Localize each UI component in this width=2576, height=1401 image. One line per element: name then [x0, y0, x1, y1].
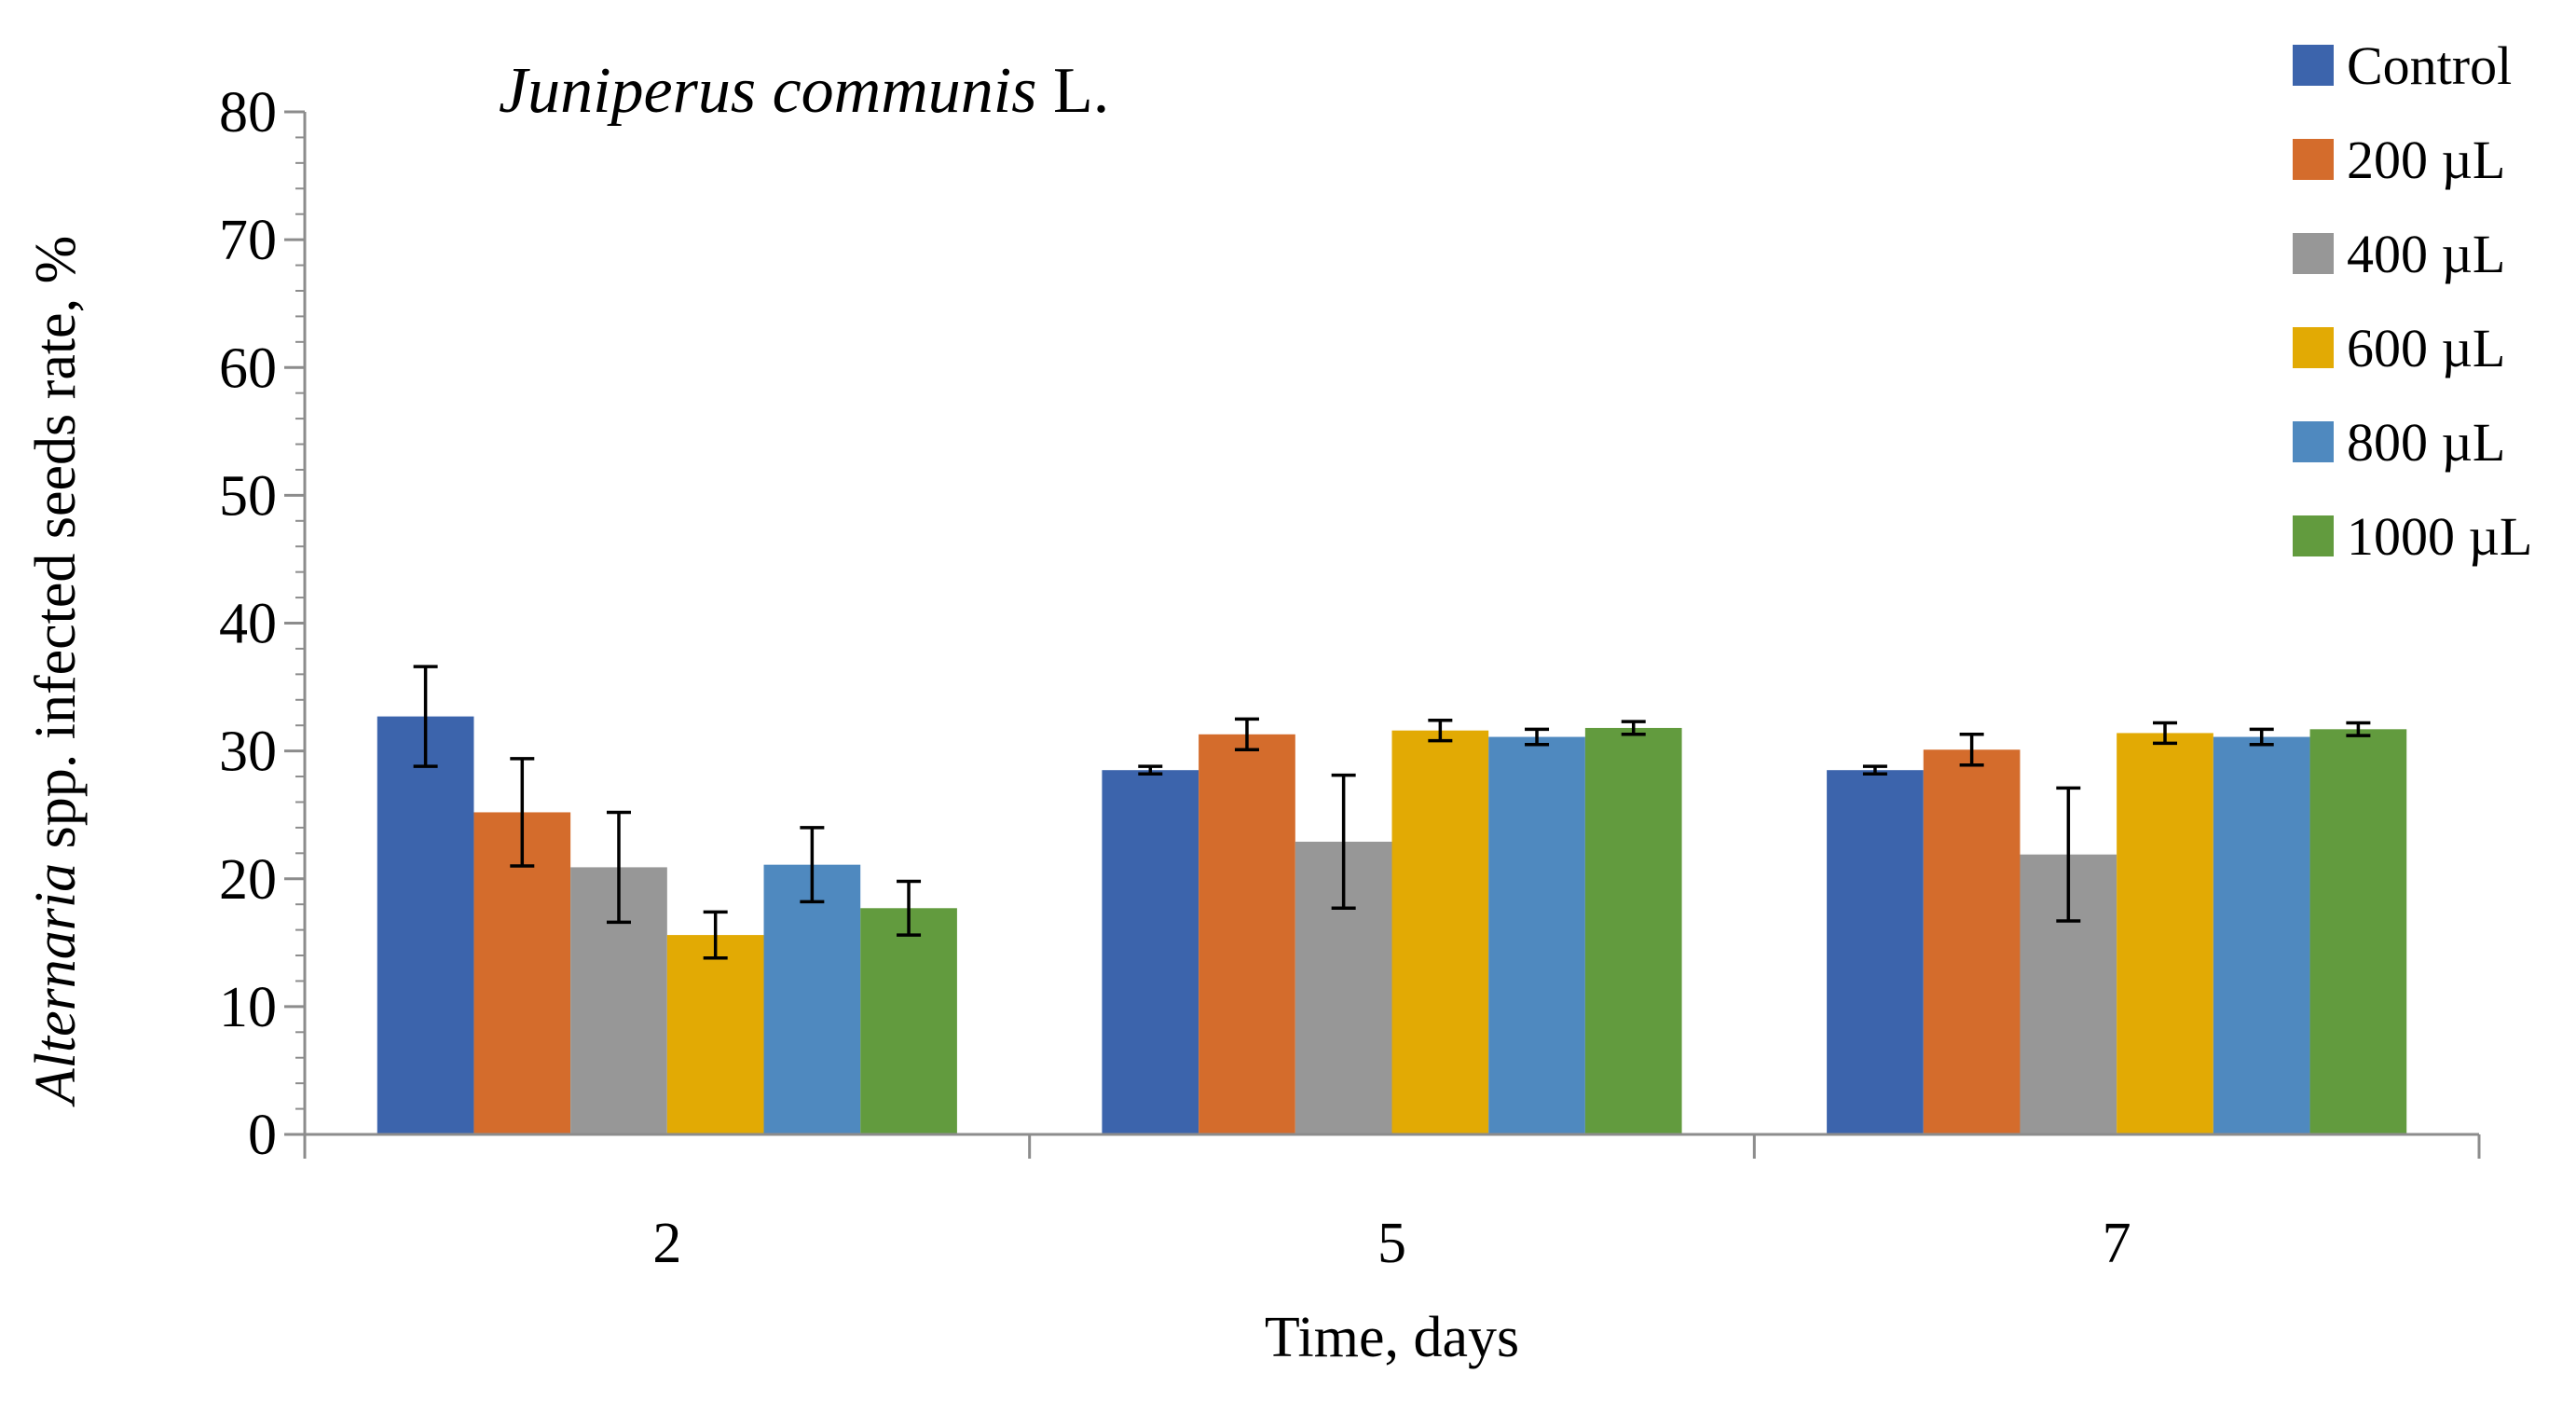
y-tick-label: 10: [219, 976, 277, 1039]
bar: [1827, 770, 1924, 1134]
x-tick-label: 7: [2103, 1212, 2131, 1275]
legend-label: 800 µL: [2347, 412, 2505, 473]
y-axis-title-rest: spp. infected seeds rate, %: [24, 236, 88, 863]
legend-label: Control: [2347, 35, 2512, 96]
legend-swatch: [2293, 139, 2334, 180]
legend-swatch: [2293, 45, 2334, 86]
legend-label: 1000 µL: [2347, 506, 2532, 567]
legend-swatch: [2293, 233, 2334, 274]
y-tick-label: 40: [219, 593, 277, 656]
error-bars: [413, 665, 2371, 960]
bar: [1584, 727, 1682, 1134]
bar: [763, 864, 861, 1134]
legend: Control 200 µL 400 µL 600 µL 800 µL 1000 µL: [2293, 35, 2532, 567]
bar: [1391, 730, 1489, 1134]
bars: [377, 716, 2407, 1134]
bar: [1102, 770, 1199, 1134]
y-axis-title-italic: Alternaria: [24, 863, 88, 1107]
axes: [284, 110, 2481, 1159]
bar: [2213, 736, 2310, 1134]
bar: [2117, 733, 2213, 1134]
legend-label: 200 µL: [2347, 130, 2505, 190]
legend-label: 600 µL: [2347, 318, 2505, 378]
y-tick-label: 60: [219, 337, 277, 400]
chart-title-rest: L.: [1036, 55, 1109, 127]
bar: [1199, 734, 1295, 1134]
bar: [1923, 749, 2021, 1134]
y-axis-title: Alternaria spp. infected seeds rate, %: [24, 236, 88, 1107]
y-tick-label: 80: [219, 81, 277, 144]
chart-title-italic: Juniperus communis: [499, 55, 1036, 127]
y-tick-label: 30: [219, 721, 277, 784]
legend-swatch: [2293, 421, 2334, 462]
bar: [860, 908, 957, 1134]
y-tick-label: 70: [219, 209, 277, 272]
y-tick-label: 20: [219, 848, 277, 912]
legend-swatch: [2293, 515, 2334, 556]
labels: 0 10 20 30 40 50 60 70 80 2 5 7 Time, days Alternaria…: [24, 55, 2131, 1369]
legend-label: 400 µL: [2347, 224, 2505, 284]
bar: [2309, 729, 2407, 1134]
bar: [666, 935, 764, 1134]
x-tick-label: 2: [652, 1212, 681, 1275]
y-axis-minor-ticks: [295, 136, 305, 1110]
bar: [377, 716, 474, 1134]
x-tick-label: 5: [1377, 1212, 1406, 1275]
chart-title: Juniperus communis L.: [499, 55, 1109, 127]
bar: [1488, 736, 1585, 1134]
legend-swatch: [2293, 327, 2334, 368]
y-tick-label: 0: [248, 1104, 277, 1167]
y-tick-label: 50: [219, 464, 277, 528]
x-axis-title: Time, days: [1265, 1306, 1519, 1369]
